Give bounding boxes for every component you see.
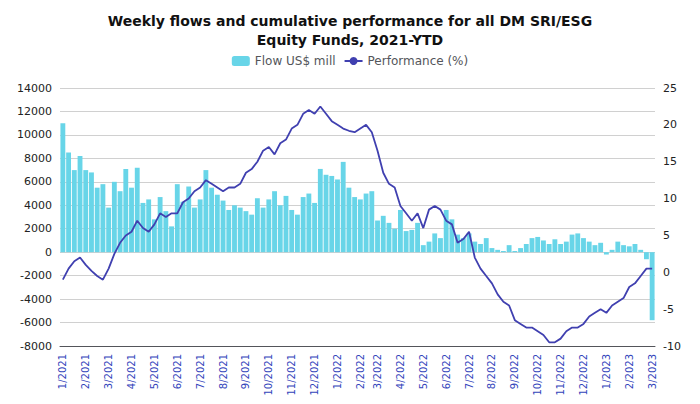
svg-text:12/2021: 12/2021 xyxy=(309,354,320,396)
svg-text:2000: 2000 xyxy=(24,222,52,235)
svg-text:9/2022: 9/2022 xyxy=(509,354,520,389)
svg-text:0: 0 xyxy=(663,266,670,279)
svg-text:5/2021: 5/2021 xyxy=(149,354,160,389)
svg-text:12000: 12000 xyxy=(17,105,52,118)
svg-text:7/2022: 7/2022 xyxy=(464,354,475,389)
svg-text:Performance (%): Performance (%) xyxy=(368,54,469,68)
svg-text:-4000: -4000 xyxy=(20,293,52,306)
svg-text:15: 15 xyxy=(663,155,677,168)
svg-text:10/2021: 10/2021 xyxy=(263,354,274,396)
svg-text:11/2021: 11/2021 xyxy=(286,354,297,396)
svg-text:8/2021: 8/2021 xyxy=(218,354,229,389)
svg-text:8000: 8000 xyxy=(24,152,52,165)
svg-text:1/2023: 1/2023 xyxy=(601,354,612,389)
svg-text:2/2023: 2/2023 xyxy=(624,354,635,389)
svg-text:11/2022: 11/2022 xyxy=(555,354,566,396)
svg-text:4/2022: 4/2022 xyxy=(395,354,406,389)
svg-text:25: 25 xyxy=(663,82,677,95)
svg-text:2/2022: 2/2022 xyxy=(355,354,366,389)
svg-text:14000: 14000 xyxy=(17,82,52,95)
svg-text:-8000: -8000 xyxy=(20,340,52,353)
svg-text:10/2022: 10/2022 xyxy=(532,354,543,396)
svg-text:3/2023: 3/2023 xyxy=(647,354,658,389)
svg-text:Weekly flows and cumulative pe: Weekly flows and cumulative performance … xyxy=(108,13,592,29)
svg-text:10000: 10000 xyxy=(17,128,52,141)
svg-text:0: 0 xyxy=(45,246,52,259)
svg-text:20: 20 xyxy=(663,118,677,131)
svg-text:10: 10 xyxy=(663,192,677,205)
svg-text:-6000: -6000 xyxy=(20,316,52,329)
svg-text:-10: -10 xyxy=(663,340,681,353)
svg-text:1/2022: 1/2022 xyxy=(332,354,343,389)
svg-text:4000: 4000 xyxy=(24,199,52,212)
svg-text:7/2021: 7/2021 xyxy=(195,354,206,389)
svg-text:5: 5 xyxy=(663,229,670,242)
svg-text:4/2021: 4/2021 xyxy=(126,354,137,389)
svg-text:Flow US$ mill: Flow US$ mill xyxy=(255,54,336,68)
svg-text:1/2021: 1/2021 xyxy=(57,354,68,389)
svg-text:9/2021: 9/2021 xyxy=(240,354,251,389)
svg-text:6/2022: 6/2022 xyxy=(441,354,452,389)
svg-text:3/2021: 3/2021 xyxy=(103,354,114,389)
svg-text:12/2022: 12/2022 xyxy=(578,354,589,396)
svg-text:3/2022: 3/2022 xyxy=(372,354,383,389)
svg-text:6000: 6000 xyxy=(24,175,52,188)
svg-text:6/2021: 6/2021 xyxy=(172,354,183,389)
svg-text:-5: -5 xyxy=(663,303,674,316)
svg-text:2/2021: 2/2021 xyxy=(80,354,91,389)
svg-text:8/2022: 8/2022 xyxy=(486,354,497,389)
svg-text:-2000: -2000 xyxy=(20,269,52,282)
svg-text:5/2022: 5/2022 xyxy=(418,354,429,389)
svg-text:Equity Funds, 2021-YTD: Equity Funds, 2021-YTD xyxy=(257,32,443,48)
